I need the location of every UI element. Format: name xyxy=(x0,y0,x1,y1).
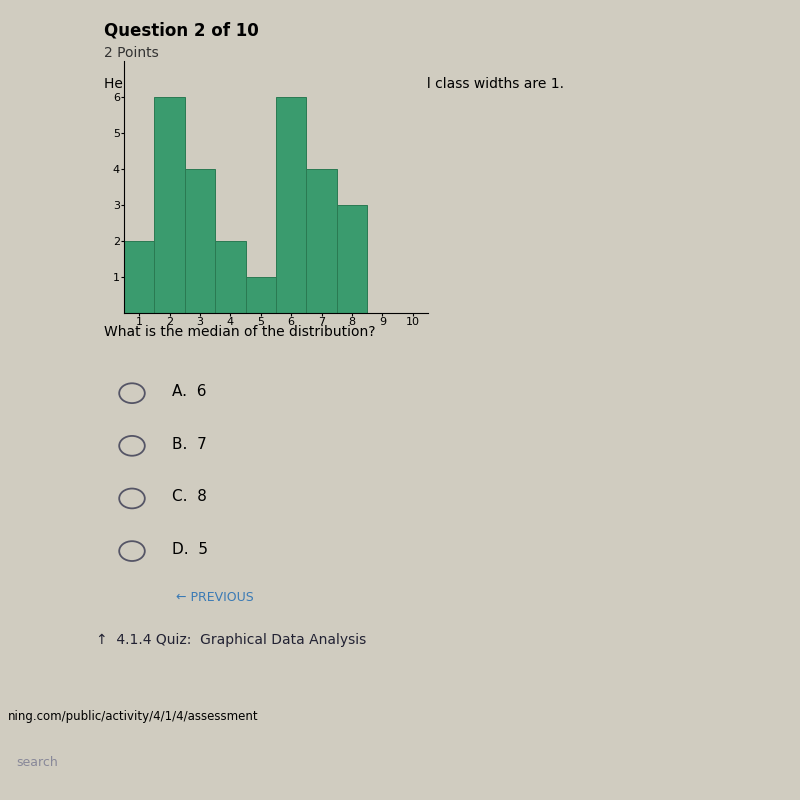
Bar xyxy=(185,169,215,313)
Bar xyxy=(337,205,367,313)
Text: What is the median of the distribution?: What is the median of the distribution? xyxy=(104,325,375,339)
Text: A.  6: A. 6 xyxy=(172,384,206,399)
Bar xyxy=(276,97,306,313)
Text: C.  8: C. 8 xyxy=(172,489,207,504)
Text: Here is the histogram of a data distribution. All class widths are 1.: Here is the histogram of a data distribu… xyxy=(104,78,564,91)
Text: B.  7: B. 7 xyxy=(172,437,206,451)
Text: ← PREVIOUS: ← PREVIOUS xyxy=(176,591,254,604)
Text: 2 Points: 2 Points xyxy=(104,46,158,61)
Bar xyxy=(215,241,246,313)
Text: D.  5: D. 5 xyxy=(172,542,208,557)
Bar xyxy=(154,97,185,313)
Text: search: search xyxy=(16,756,58,769)
Bar xyxy=(246,277,276,313)
Bar xyxy=(306,169,337,313)
Text: ning.com/public/activity/4/1/4/assessment: ning.com/public/activity/4/1/4/assessmen… xyxy=(8,710,258,723)
Text: Question 2 of 10: Question 2 of 10 xyxy=(104,22,258,40)
Bar xyxy=(124,241,154,313)
Text: ↑  4.1.4 Quiz:  Graphical Data Analysis: ↑ 4.1.4 Quiz: Graphical Data Analysis xyxy=(96,634,366,647)
